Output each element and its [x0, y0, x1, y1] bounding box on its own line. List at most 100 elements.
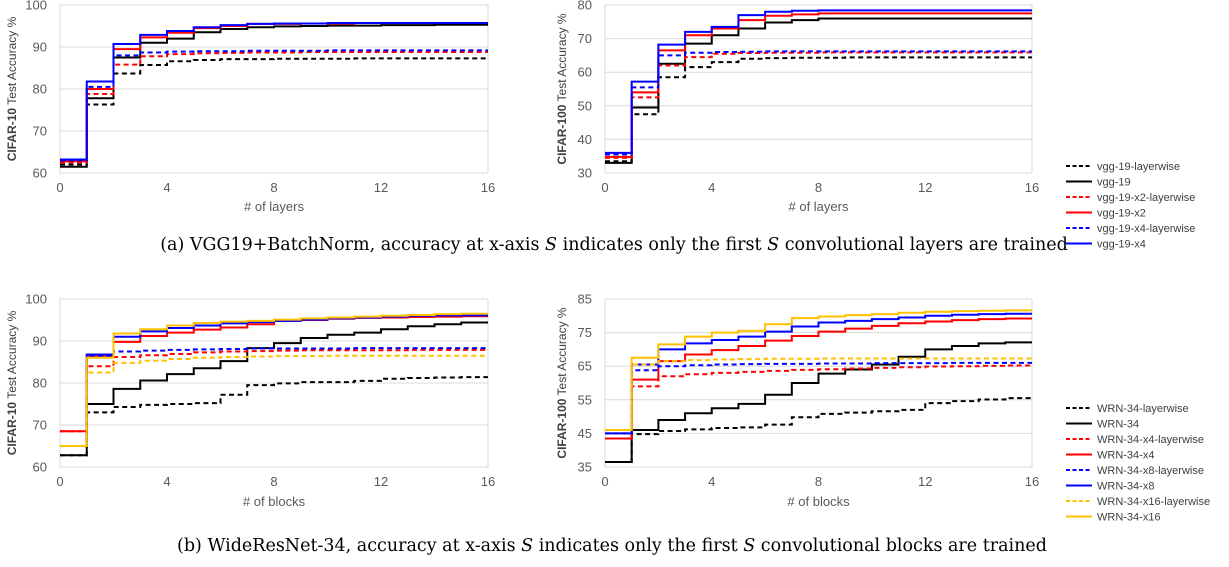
y-tick-label: 80	[33, 82, 47, 97]
x-tick-label: 8	[270, 180, 277, 195]
chart-wrn-cifar100: 35 45 55 65 75 85 0 4 8 12 16 # of blocks CIFAR-100 …	[555, 292, 1210, 524]
y-axis-title: CIFAR-10 Test Accuracy %	[5, 310, 19, 455]
y-tick-label: 35	[578, 460, 592, 475]
x-tick-label: 0	[601, 474, 608, 489]
y-axis-title: CIFAR-100 Test Accuracy %	[555, 307, 569, 459]
x-tick-label: 0	[56, 180, 63, 195]
series-line-vgg-19-x4-layerwise	[60, 49, 488, 162]
y-tick-label: 70	[33, 124, 47, 139]
legend-label: WRN-34-x16-layerwise	[1097, 496, 1210, 508]
series-line-WRN-34-x8	[605, 312, 1032, 435]
series-line-vgg-19	[605, 17, 1032, 164]
y-axis-title-dataset: CIFAR-100	[555, 398, 569, 458]
series-line-WRN-34-layerwise	[60, 376, 488, 457]
x-axis-title: # of layers	[789, 199, 849, 214]
legend-label: vgg-19-x2	[1097, 208, 1146, 220]
series-line-WRN-34-x4-layerwise	[60, 348, 488, 433]
series-line-vgg-19-x2-layerwise	[605, 51, 1032, 159]
x-tick-label: 12	[374, 474, 388, 489]
legend-label: WRN-34	[1097, 419, 1139, 431]
y-tick-label: 55	[578, 392, 592, 407]
legend-label: WRN-34-x8-layerwise	[1097, 465, 1204, 477]
series-line-WRN-34	[60, 321, 488, 457]
y-tick-label: 100	[25, 0, 47, 13]
y-tick-label: 30	[578, 166, 592, 181]
caption-b: (b) WideResNet-34, accuracy at x-axis S …	[177, 536, 1047, 556]
series-line-WRN-34	[605, 341, 1032, 463]
series-line-WRN-34-x16-layerwise	[60, 354, 488, 447]
x-axis-title: # of blocks	[787, 494, 850, 509]
x-tick-label: 4	[163, 474, 170, 489]
legend-label: WRN-34-x4-layerwise	[1097, 434, 1204, 446]
x-tick-label: 8	[270, 474, 277, 489]
y-axis-title-metric: Test Accuracy %	[5, 310, 19, 401]
series-line-WRN-34-x8-layerwise	[605, 361, 1032, 435]
series-line-vgg-19-layerwise	[605, 56, 1032, 163]
y-tick-label: 60	[578, 65, 592, 80]
x-tick-label: 8	[815, 180, 822, 195]
legend-label: vgg-19	[1097, 177, 1131, 189]
y-tick-label: 65	[578, 359, 592, 374]
y-tick-label: 40	[578, 132, 592, 147]
chart-vgg-cifar100: 30 40 50 60 70 80 0 4 8 12 16 # of layers CIFAR-100 …	[555, 0, 1195, 251]
legend: vgg-19-layerwise vgg-19 vgg-19-x2-layerwis…	[1066, 161, 1195, 251]
legend-label: WRN-34-x16	[1097, 512, 1161, 524]
chart-wrn-cifar10: 60 70 80 90 100 0 4 8 12 16 # of blocks CIFAR-10 Te…	[5, 292, 495, 510]
x-tick-label: 0	[601, 180, 608, 195]
y-axis-title-metric: Test Accuracy %	[555, 307, 569, 398]
y-axis-title: CIFAR-100 Test Accuracy %	[555, 13, 569, 165]
x-tick-label: 16	[481, 474, 495, 489]
series-line-vgg-19-x4	[60, 22, 488, 161]
legend-label: WRN-34-layerwise	[1097, 403, 1189, 415]
y-tick-label: 75	[578, 325, 592, 340]
y-axis-title-dataset: CIFAR-10	[5, 108, 19, 162]
series-line-vgg-19	[60, 23, 488, 168]
y-tick-label: 60	[33, 166, 47, 181]
series-line-vgg-19-x2-layerwise	[60, 51, 488, 164]
y-tick-label: 45	[578, 426, 592, 441]
y-tick-label: 90	[33, 40, 47, 55]
x-tick-label: 4	[708, 180, 715, 195]
x-axis-title: # of layers	[244, 199, 304, 214]
x-tick-label: 12	[374, 180, 388, 195]
x-axis-title: # of blocks	[243, 494, 306, 509]
y-axis-title-metric: Test Accuracy %	[555, 13, 569, 104]
series-line-WRN-34-x16	[605, 309, 1032, 432]
x-tick-label: 4	[708, 474, 715, 489]
caption-a: (a) VGG19+BatchNorm, accuracy at x-axis …	[160, 235, 1068, 255]
series-line-WRN-34-x16	[60, 312, 488, 447]
legend-label: vgg-19-x4	[1097, 239, 1146, 251]
y-axis-title-metric: Test Accuracy %	[5, 16, 19, 107]
series-line-WRN-34-x4	[605, 317, 1032, 440]
x-tick-label: 16	[1025, 180, 1039, 195]
x-tick-label: 12	[918, 474, 932, 489]
y-tick-label: 70	[578, 31, 592, 46]
series-line-WRN-34-x4-layerwise	[605, 364, 1032, 440]
y-axis-title-dataset: CIFAR-10	[5, 402, 19, 456]
legend: WRN-34-layerwise WRN-34 WRN-34-x4-layerwis…	[1066, 403, 1210, 524]
x-tick-label: 0	[56, 474, 63, 489]
chart-vgg-cifar10: 60 70 80 90 100 0 4 8 12 16 # of layers CIFAR-10 Te…	[5, 0, 495, 214]
y-tick-label: 60	[33, 460, 47, 475]
y-tick-label: 90	[33, 334, 47, 349]
x-tick-label: 4	[163, 180, 170, 195]
y-axis-title-dataset: CIFAR-100	[555, 104, 569, 164]
x-tick-label: 8	[815, 474, 822, 489]
legend-label: WRN-34-x4	[1097, 450, 1154, 462]
series-line-vgg-19-layerwise	[60, 57, 488, 166]
series-line-WRN-34-layerwise	[605, 397, 1032, 463]
legend-label: vgg-19-x4-layerwise	[1097, 223, 1195, 235]
y-tick-label: 50	[578, 98, 592, 113]
legend-label: WRN-34-x8	[1097, 481, 1154, 493]
series-line-WRN-34-x8	[60, 314, 488, 447]
x-tick-label: 16	[481, 180, 495, 195]
y-tick-label: 85	[578, 292, 592, 307]
series-line-vgg-19-x4	[605, 9, 1032, 154]
series-line-WRN-34-x16-layerwise	[605, 357, 1032, 432]
legend-label: vgg-19-x2-layerwise	[1097, 192, 1195, 204]
y-tick-label: 80	[33, 376, 47, 391]
x-tick-label: 16	[1025, 474, 1039, 489]
y-tick-label: 70	[33, 418, 47, 433]
plot-area	[604, 4, 1033, 174]
